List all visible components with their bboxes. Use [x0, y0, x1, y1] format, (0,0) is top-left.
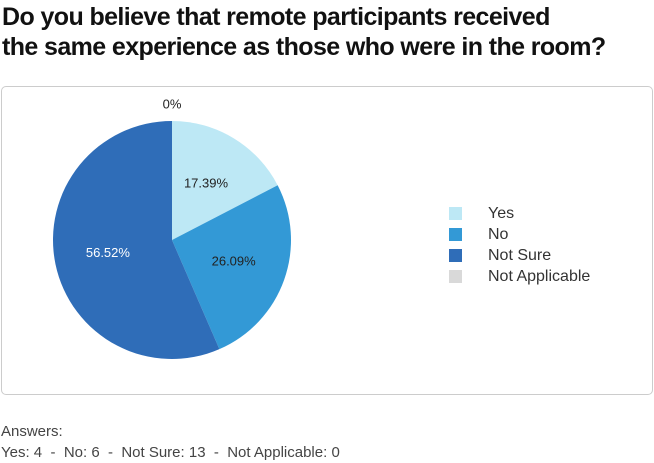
data-label: 56.52% — [86, 245, 131, 260]
data-label: 17.39% — [184, 176, 229, 191]
legend-label: No — [488, 226, 509, 243]
legend-swatch — [449, 249, 462, 262]
title-line: the same experience as those who were in… — [2, 33, 606, 61]
legend-swatch — [449, 270, 462, 283]
pie-slice — [53, 121, 220, 359]
title-line: Do you believe that remote participants … — [2, 3, 550, 31]
data-label: 26.09% — [212, 253, 257, 268]
pie-slice — [172, 185, 291, 350]
legend-label: Not Sure — [488, 247, 551, 264]
pie-slice — [172, 121, 278, 240]
chart-title: Do you believe that remote participants … — [2, 2, 652, 62]
data-label: 0% — [163, 96, 182, 111]
legend-label: Yes — [488, 205, 514, 222]
answers-text: Yes: 4 - No: 6 - Not Sure: 13 - Not Appl… — [1, 444, 340, 461]
legend-swatch — [449, 207, 462, 220]
chart-frame — [1, 86, 653, 395]
answers-label: Answers: — [1, 423, 63, 440]
legend-swatch — [449, 228, 462, 241]
legend-label: Not Applicable — [488, 268, 590, 285]
answers: Answers: Yes: 4 - No: 6 - Not Sure: 13 -… — [1, 421, 340, 463]
